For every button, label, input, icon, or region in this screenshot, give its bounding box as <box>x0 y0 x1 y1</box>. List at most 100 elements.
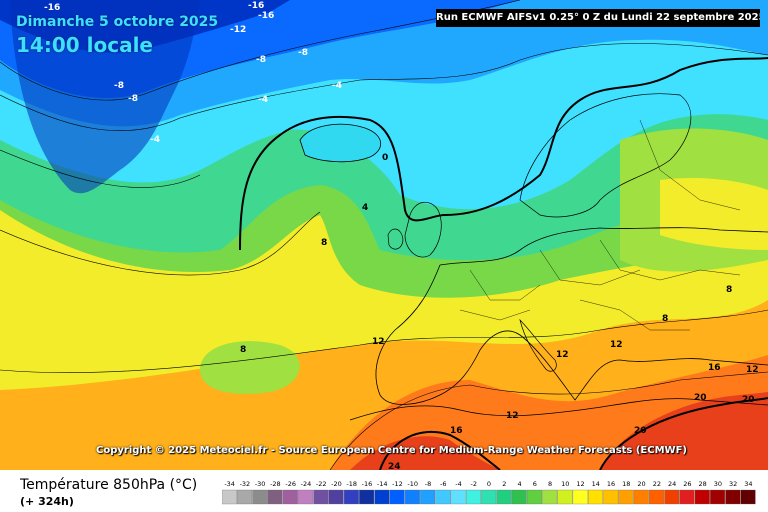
scale-tick-label: -10 <box>407 480 418 488</box>
scale-tick-label: -4 <box>455 480 461 488</box>
forecast-date: Dimanche 5 octobre 2025 <box>16 14 219 30</box>
scale-tick-label: 12 <box>576 480 584 488</box>
scale-tick-label: 16 <box>607 480 615 488</box>
scale-swatch <box>465 489 481 505</box>
scale-tick-label: 24 <box>668 480 676 488</box>
scale-swatch <box>618 489 634 505</box>
scale-swatch <box>450 489 466 505</box>
lead-time: (+ 324h) <box>20 495 74 508</box>
color-scale-legend: -34 -32 -30 -28 -26 -24 -22 -20 -18 -16 -14 -12 -10-… <box>222 480 756 505</box>
scale-tick-label: -22 <box>316 480 327 488</box>
red-region <box>350 436 500 470</box>
scale-swatch <box>664 489 680 505</box>
scale-tick-label: -32 <box>240 480 251 488</box>
scale-swatch <box>389 489 405 505</box>
british-isles <box>404 202 442 258</box>
iceland <box>299 123 382 163</box>
atlantic-green-pocket <box>200 341 300 394</box>
scale-tick-label: 6 <box>533 480 537 488</box>
scale-tick-label: 14 <box>592 480 600 488</box>
scale-tick-label: 20 <box>637 480 645 488</box>
scale-swatch <box>313 489 329 505</box>
iso-label: 20 <box>742 395 755 405</box>
scale-tick-label: 0 <box>487 480 491 488</box>
iso-label: -4 <box>258 95 268 105</box>
scale-swatch <box>679 489 695 505</box>
scale-swatch <box>511 489 527 505</box>
scale-tick-label: 2 <box>502 480 506 488</box>
scale-tick-label: -16 <box>362 480 373 488</box>
scale-tick-label: 8 <box>548 480 552 488</box>
country-borders <box>459 119 741 331</box>
africa-coast <box>349 398 768 421</box>
iso-label: 12 <box>746 365 759 375</box>
iso-label: -4 <box>150 135 160 145</box>
scale-swatch <box>588 489 603 505</box>
scale-tick-label: -30 <box>255 480 266 488</box>
scale-swatch <box>725 489 741 505</box>
scale-swatch <box>420 489 436 505</box>
scale-tick-label: -12 <box>392 480 403 488</box>
scale-swatch <box>542 489 558 505</box>
iso-label: 12 <box>556 350 569 360</box>
scale-tick-label: -6 <box>440 480 446 488</box>
scale-swatch <box>633 489 649 505</box>
scandinavia <box>519 93 692 218</box>
scale-tick-label: 22 <box>653 480 661 488</box>
iso-label: 8 <box>662 314 668 324</box>
scale-tick-label: -34 <box>224 480 235 488</box>
scale-swatch <box>237 489 253 505</box>
scale-tick-label: -20 <box>331 480 342 488</box>
scale-tick-label: 26 <box>683 480 691 488</box>
iso-label: 12 <box>506 411 519 421</box>
footer-bar: Température 850hPa (°C) (+ 324h) -34 -32-… <box>0 470 768 512</box>
scale-tick-label: 4 <box>517 480 521 488</box>
iso-label: -16 <box>248 1 264 11</box>
iso-label: 20 <box>694 393 707 403</box>
scale-swatch <box>328 489 344 505</box>
scale-swatch <box>649 489 665 505</box>
scale-tick-label: 34 <box>744 480 752 488</box>
scale-tick-label: -14 <box>377 480 388 488</box>
iso-label: -8 <box>256 55 266 65</box>
scale-tick-label: 10 <box>561 480 569 488</box>
scale-swatch <box>282 489 298 505</box>
scale-tick-label: 18 <box>622 480 630 488</box>
scale-swatch <box>359 489 375 505</box>
iso-label: -16 <box>44 3 60 13</box>
iso-label: 16 <box>708 363 721 373</box>
iso-label: -8 <box>298 48 308 58</box>
model-run-banner: Run ECMWF AIFSv1 0.25° 0 Z du Lundi 22 s… <box>436 9 760 27</box>
iso-label: 24 <box>388 462 401 470</box>
scale-swatch <box>526 489 542 505</box>
forecast-time: 14:00 locale <box>16 33 153 57</box>
scale-swatch <box>374 489 390 505</box>
iso-label: 8 <box>726 285 732 295</box>
zero-degree-isotherm <box>239 57 768 251</box>
iso-label: 12 <box>372 337 385 347</box>
iso-label: 8 <box>240 345 246 355</box>
parameter-title: Température 850hPa (°C) <box>20 477 198 493</box>
scale-swatch <box>496 489 512 505</box>
italy <box>519 318 557 372</box>
scale-tick-label: -24 <box>301 480 312 488</box>
east-yellow-region <box>660 178 768 250</box>
scale-swatch <box>694 489 710 505</box>
scale-swatch <box>740 489 756 505</box>
iso-label: -4 <box>332 81 342 91</box>
scale-tick-label: -26 <box>285 480 296 488</box>
scale-tick-label: 28 <box>698 480 706 488</box>
scale-swatch <box>267 489 283 505</box>
scale-tick-label: -8 <box>425 480 431 488</box>
scale-swatch <box>603 489 619 505</box>
scale-swatch <box>222 489 237 505</box>
iso-label: 8 <box>321 238 327 248</box>
twenty-degree-isotherm <box>379 397 768 470</box>
temperature-map: -16 -16 -16 -12 -8 -8 -8 -8 -4 -4 -4 0 4… <box>0 0 768 470</box>
copyright-notice: Copyright © 2025 Meteociel.fr - Source E… <box>96 445 687 456</box>
scale-tick-label: 32 <box>729 480 737 488</box>
scale-tick-label: -18 <box>346 480 357 488</box>
scale-tick-label: -2 <box>470 480 476 488</box>
iso-label: -8 <box>114 81 124 91</box>
iso-label: -8 <box>128 94 138 104</box>
